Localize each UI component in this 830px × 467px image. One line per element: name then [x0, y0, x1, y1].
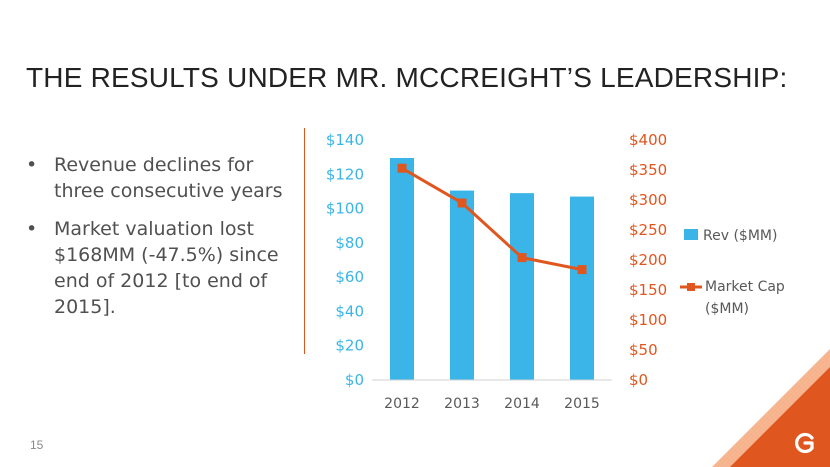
- right-axis-tick-label: $350: [629, 161, 667, 179]
- point-market-cap-2012: [397, 163, 407, 173]
- left-axis-tick-label: $0: [345, 371, 364, 389]
- left-axis-tick-label: $20: [335, 337, 364, 355]
- x-tick-label: 2012: [384, 396, 420, 412]
- left-axis-tick-label: $120: [326, 165, 364, 183]
- right-axis-tick-label: $100: [629, 311, 667, 329]
- x-tick-label: 2015: [564, 396, 600, 412]
- bullet-list: • Revenue declines for three consecutive …: [24, 152, 289, 332]
- right-axis-tick-label: $0: [629, 371, 648, 389]
- right-axis-tick-label: $300: [629, 191, 667, 209]
- point-market-cap-2013: [457, 198, 467, 208]
- legend-marker-market-cap: [687, 283, 695, 291]
- bar-rev-2013: [450, 190, 474, 380]
- bar-rev-2014: [510, 193, 534, 380]
- bullet-symbol: •: [26, 218, 38, 240]
- right-axis-tick-label: $400: [629, 131, 667, 149]
- legend-swatch-rev: [684, 229, 698, 240]
- page-number: 15: [30, 438, 44, 452]
- left-axis-tick-label: $40: [335, 302, 364, 320]
- legend-label-rev: Rev ($MM): [703, 228, 777, 244]
- bar-rev-2012: [390, 158, 414, 380]
- left-axis-tick-label: $140: [326, 131, 364, 149]
- bullet-item: • Market valuation lost $168MM (-47.5%) s…: [24, 216, 289, 320]
- right-axis-tick-label: $250: [629, 221, 667, 239]
- bullet-text: Revenue declines for three consecutive y…: [54, 154, 283, 202]
- g-logo-icon: [795, 432, 814, 454]
- point-market-cap-2015: [577, 265, 587, 275]
- right-axis-tick-label: $200: [629, 251, 667, 269]
- bullet-text: Market valuation lost $168MM (-47.5%) si…: [54, 218, 279, 318]
- left-axis-tick-label: $100: [326, 200, 364, 218]
- bullet-symbol: •: [26, 154, 38, 176]
- company-logo-corner: [712, 349, 830, 467]
- line-market-cap: [401, 166, 583, 272]
- bullet-item: • Revenue declines for three consecutive …: [24, 152, 289, 204]
- slide-title: THE RESULTS UNDER MR. MCCREIGHT’S LEADER…: [26, 62, 788, 93]
- accent-divider: [304, 128, 305, 354]
- legend-label-market-cap-1: Market Cap: [705, 279, 785, 295]
- left-axis-tick-label: $80: [335, 234, 364, 252]
- corner-triangle-inner: [730, 367, 830, 467]
- right-axis-tick-label: $50: [629, 341, 658, 359]
- right-axis-tick-label: $150: [629, 281, 667, 299]
- left-axis-tick-label: $60: [335, 268, 364, 286]
- x-tick-label: 2013: [444, 396, 480, 412]
- point-market-cap-2014: [517, 253, 527, 263]
- legend-label-market-cap-2: ($MM): [705, 301, 749, 317]
- bar-rev-2015: [570, 196, 594, 380]
- x-tick-label: 2014: [504, 396, 540, 412]
